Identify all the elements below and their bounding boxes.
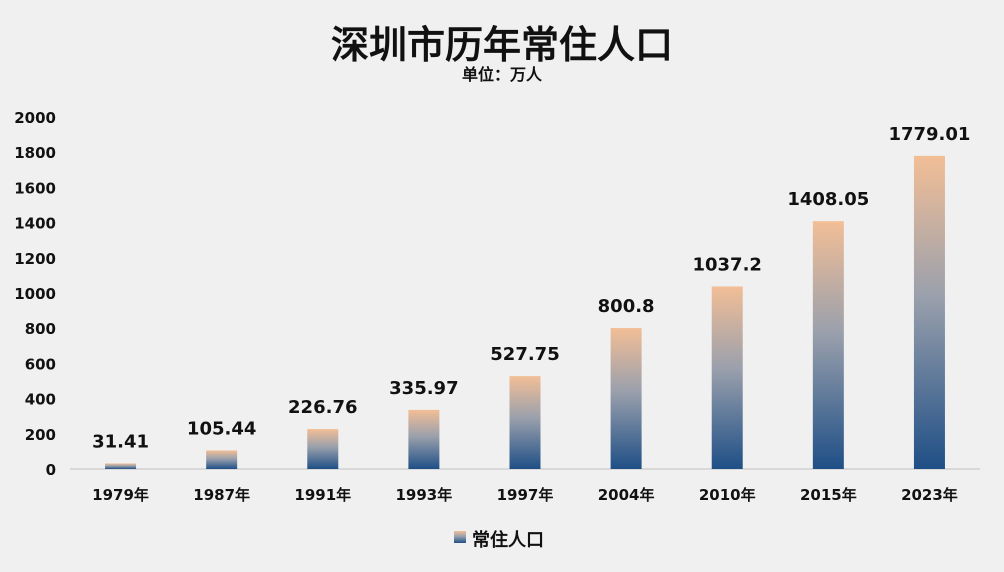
bar-value-label: 800.8 [598,296,655,317]
legend-label: 常住人口 [472,529,544,551]
x-tick-label: 2023年 [901,486,958,504]
x-tick-label: 1991年 [294,486,351,504]
bar-value-label: 226.76 [288,397,357,418]
x-tick-label: 1997年 [497,486,554,504]
y-tick-label: 2000 [14,109,56,127]
bar [509,376,541,469]
x-tick-labels-group: 1979年 1987年 1991年 1993年 1997年 2004年 2010年 2015年… [92,486,958,504]
x-tick-label: 1979年 [92,486,149,504]
x-tick-label: 1987年 [193,486,250,504]
x-tick-label: 1993年 [396,486,453,504]
y-tick-label: 600 [25,355,56,373]
y-axis: 0 200 400 600 800 1000 1200 1400 1600 1800 2000 [14,109,56,479]
legend: 常住人口 [454,529,544,551]
bar [408,409,440,469]
bar [206,450,238,469]
y-tick-label: 1600 [14,179,56,197]
y-tick-label: 0 [46,461,56,479]
x-tick-label: 2015年 [800,486,857,504]
bar-value-label: 1408.05 [787,189,869,210]
bar-value-label: 527.75 [490,344,559,365]
y-tick-label: 1200 [14,250,56,268]
y-tick-label: 200 [25,426,56,444]
value-labels-group: 31.41 105.44 226.76 335.97 527.75 800.8 1037.2… [92,124,970,453]
bar [913,155,945,470]
bars-group [105,155,945,470]
bar-value-label: 105.44 [187,418,256,439]
bar-value-label: 1779.01 [888,124,970,145]
y-tick-label: 800 [25,320,56,338]
y-tick-label: 1000 [14,285,56,303]
bar [711,286,743,469]
bar-value-label: 335.97 [389,378,458,399]
y-tick-label: 400 [25,391,56,409]
chart-subtitle: 单位：万人 [462,65,543,84]
chart-title: 深圳市历年常住人口 [331,23,673,67]
x-tick-label: 2010年 [699,486,756,504]
legend-swatch [454,531,466,543]
bar [307,429,339,469]
y-tick-label: 1800 [14,144,56,162]
bar-value-label: 1037.2 [692,254,761,275]
bar [610,328,642,469]
bar-value-label: 31.41 [92,431,149,452]
bar [105,463,137,469]
x-tick-label: 2004年 [598,486,655,504]
bar [812,221,844,469]
y-tick-label: 1400 [14,215,56,233]
